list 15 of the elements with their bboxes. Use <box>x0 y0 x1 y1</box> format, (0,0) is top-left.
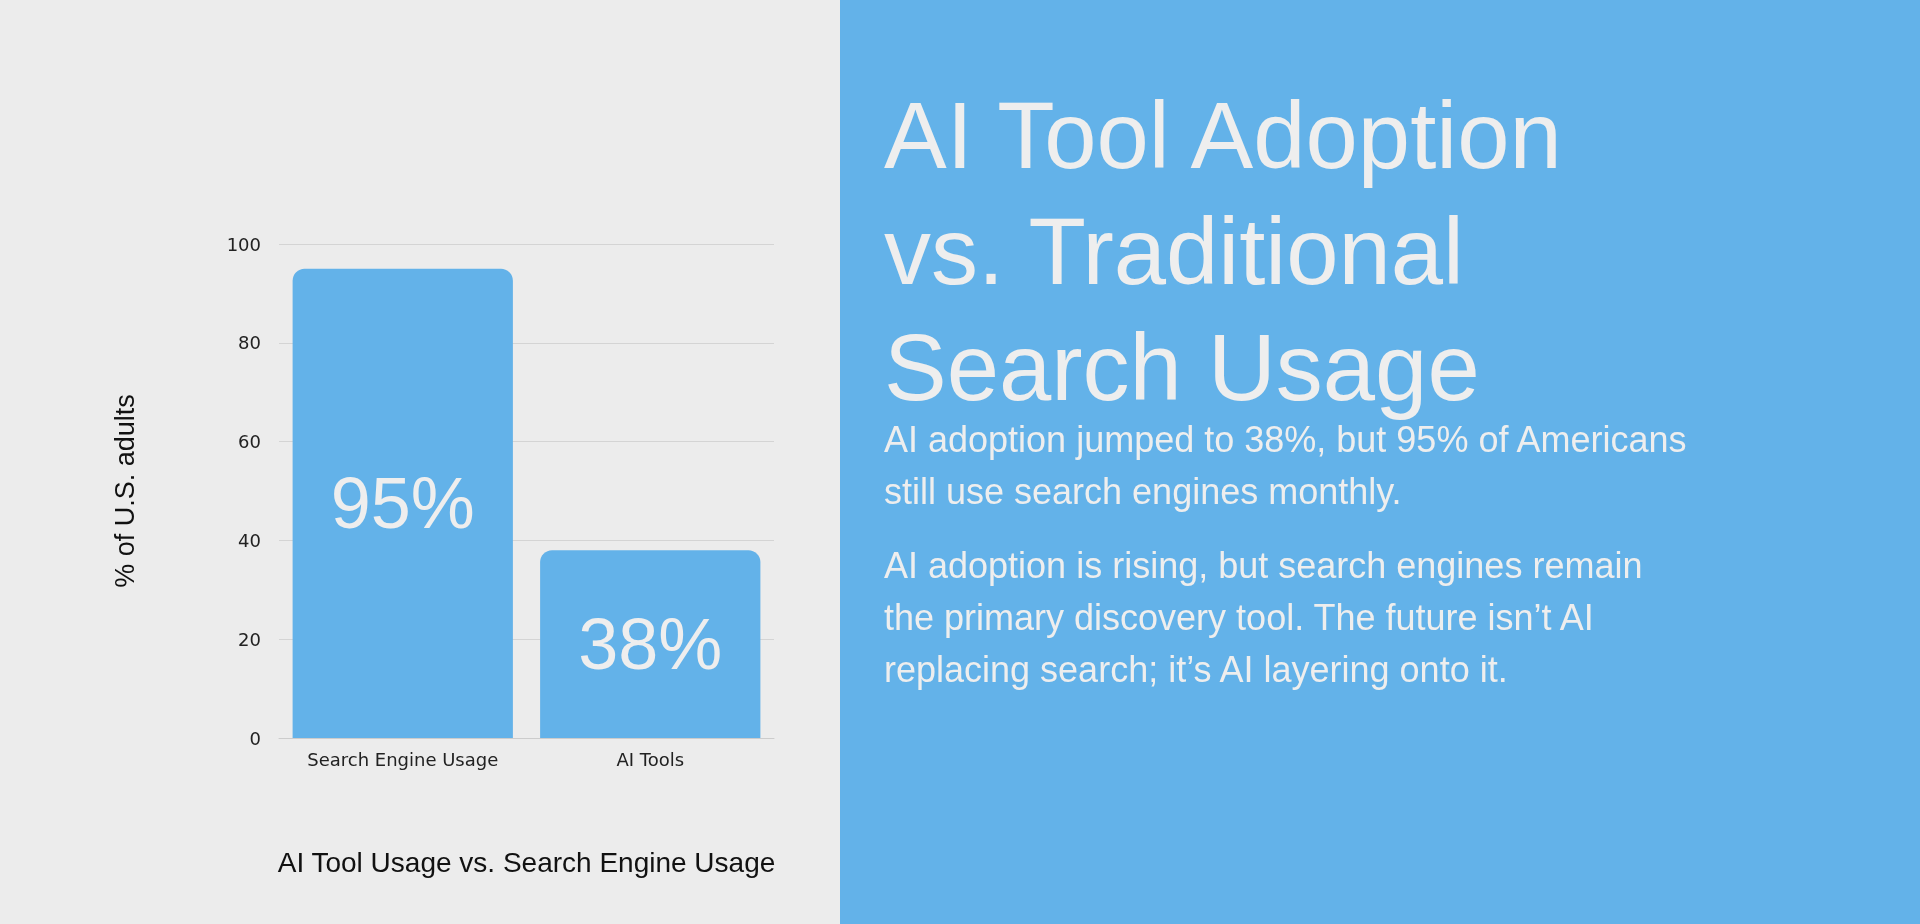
text: AI adoption jumped to 38%, but 95% of Americans still use search engines monthly. <box>884 419 1688 514</box>
x-tick-label: Search Engine Usage <box>307 748 499 770</box>
y-tick-label: 60 <box>238 431 261 453</box>
data-label: 38% <box>578 604 723 685</box>
y-tick-label: 20 <box>238 628 261 650</box>
y-axis-title: % of U.S. adults <box>109 394 140 588</box>
text: AI Tool Adoption vs. Traditional Search Usage <box>884 82 1563 422</box>
y-tick-label: 40 <box>238 529 261 551</box>
text: AI adoption is rising, but search engines remain the primary discovery tool. The future isn’t AI replacing search; it’s AI layering onto it. <box>884 544 1644 692</box>
y-tick-label: 80 <box>238 332 261 354</box>
y-tick-label: 100 <box>226 233 261 255</box>
x-axis-title: AI Tool Usage vs. Search Engine Usage <box>277 846 776 878</box>
y-tick-label: 0 <box>249 727 261 749</box>
data-label: 95% <box>330 463 475 544</box>
x-tick-label: AI Tools <box>616 748 685 770</box>
